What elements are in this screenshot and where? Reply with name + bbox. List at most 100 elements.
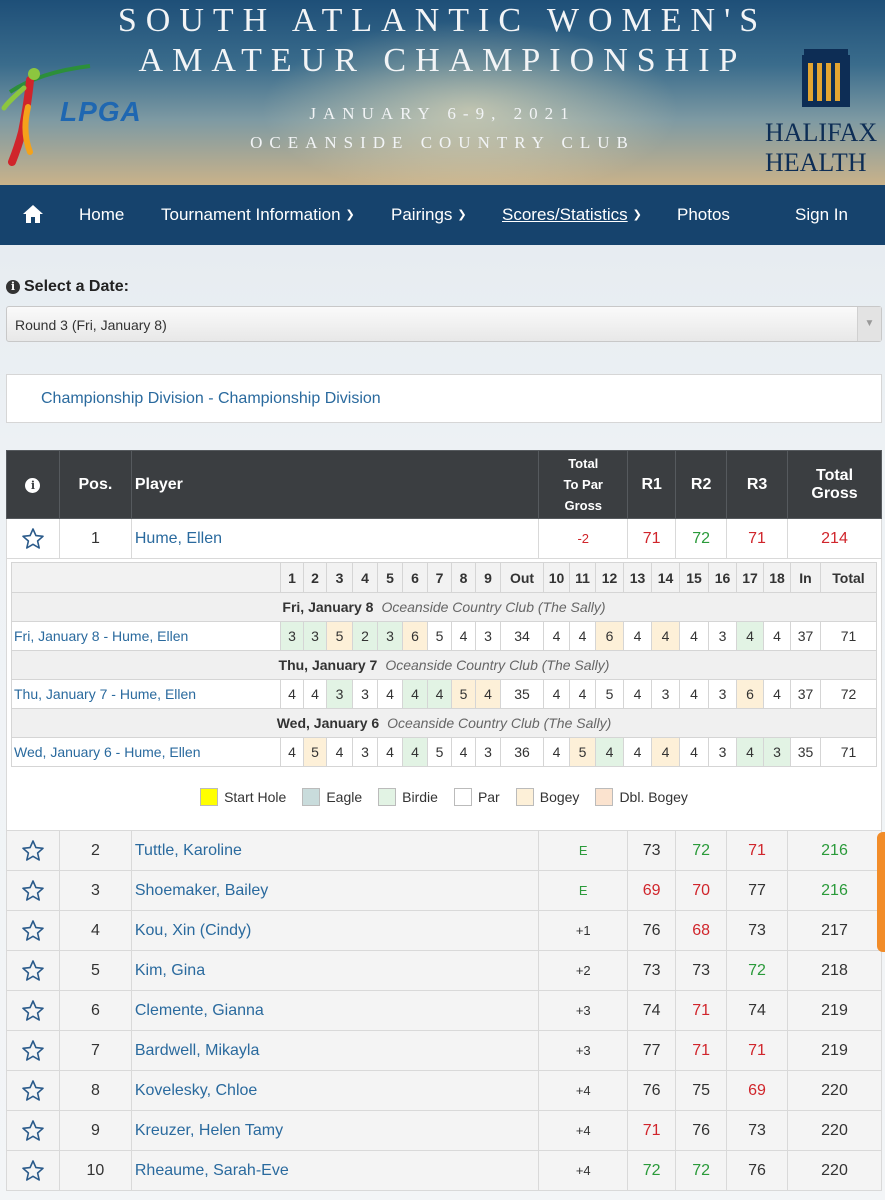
favorite-star-icon[interactable] [21, 839, 45, 863]
favorite-star-icon[interactable] [21, 879, 45, 903]
player-name-link[interactable]: Kovelesky, Chloe [130, 1070, 540, 1111]
hole-number: 5 [377, 562, 403, 593]
halifax-logo-text: HALIFAX HEALTH [765, 118, 885, 178]
header-banner: SOUTH ATLANTIC WOMEN'S AMATEUR CHAMPIONS… [0, 0, 885, 185]
leaderboard-row[interactable]: 1 Hume, Ellen -2 71 72 71 214 [6, 518, 882, 559]
halifax-logo-line2: HEALTH [765, 148, 867, 177]
total-header-line2: Gross [811, 484, 858, 502]
to-par-value: +3 [575, 1042, 591, 1058]
nav-sign-in[interactable]: Sign In [795, 205, 848, 225]
hole-number: 1 [280, 562, 304, 593]
favorite-star-icon[interactable] [21, 1119, 45, 1143]
player-name-link[interactable]: Tuttle, Karoline [130, 830, 540, 871]
player-name-link[interactable]: Kim, Gina [130, 950, 540, 991]
hole-score: 3 [352, 737, 378, 767]
favorite-star-icon[interactable] [21, 1079, 45, 1103]
nav-tournament-information[interactable]: Tournament Information ❯ [161, 205, 355, 225]
out-header: Out [500, 562, 544, 593]
home-icon[interactable] [22, 203, 44, 225]
legend-item: Start Hole [200, 788, 286, 806]
to-par-cell: +1 [538, 910, 629, 951]
round3-score: 71 [726, 830, 789, 871]
hole-score: 3 [352, 679, 378, 709]
favorite-star-icon[interactable] [21, 999, 45, 1023]
topar-header-line1: Total [568, 456, 599, 471]
topar-header-line2: To Par [563, 477, 604, 492]
leaderboard-row[interactable]: 10 Rheaume, Sarah-Eve +4 72 72 76 220 [6, 1150, 882, 1191]
hole-number: 18 [763, 562, 791, 593]
round1-score: 76 [627, 1070, 677, 1111]
r3-column-header: R3 [726, 450, 789, 519]
lpga-logo-icon [1, 64, 91, 166]
leaderboard-row[interactable]: 8 Kovelesky, Chloe +4 76 75 69 220 [6, 1070, 882, 1111]
leaderboard-row[interactable]: 9 Kreuzer, Helen Tamy +4 71 76 73 220 [6, 1110, 882, 1151]
division-link[interactable]: Championship Division - Championship Div… [41, 390, 381, 407]
hole-score: 4 [402, 679, 428, 709]
round-total-score: 72 [820, 679, 877, 709]
hole-score: 4 [679, 679, 709, 709]
round3-score: 77 [726, 870, 789, 911]
hole-number: 17 [736, 562, 764, 593]
leaderboard-row[interactable]: 5 Kim, Gina +2 73 73 72 218 [6, 950, 882, 991]
total-gross-score: 216 [787, 870, 882, 911]
hole-score: 5 [303, 737, 327, 767]
nav-pairings-label: Pairings [391, 205, 453, 224]
feedback-side-tab[interactable] [877, 832, 885, 952]
round-score-row: Wed, January 6 - Hume, Ellen 4 5 4 3 4 4 5 4 3 36 4… [11, 737, 877, 767]
date-select[interactable]: Round 3 (Fri, January 8) ▼ [6, 306, 882, 342]
player-name-link[interactable]: Bardwell, Mikayla [130, 1030, 540, 1071]
position-cell: 4 [58, 910, 132, 951]
round3-score: 71 [726, 1030, 789, 1071]
round-date: Wed, January 6 [276, 715, 380, 731]
to-par-cell: +3 [538, 990, 629, 1031]
favorite-star-icon[interactable] [21, 1159, 45, 1183]
to-par-value: E [578, 882, 588, 898]
round-score-link[interactable]: Thu, January 7 - Hume, Ellen [11, 679, 281, 709]
player-name-link[interactable]: Kou, Xin (Cindy) [130, 910, 540, 951]
leaderboard-row[interactable]: 6 Clemente, Gianna +3 74 71 74 219 [6, 990, 882, 1031]
player-name-link[interactable]: Hume, Ellen [130, 518, 540, 559]
nav-scores-statistics[interactable]: Scores/Statistics ❯ [502, 205, 642, 225]
player-name-link[interactable]: Rheaume, Sarah-Eve [130, 1150, 540, 1191]
nav-photos[interactable]: Photos [677, 205, 730, 225]
round-score-link[interactable]: Fri, January 8 - Hume, Ellen [11, 621, 281, 651]
favorite-cell [6, 1150, 60, 1191]
favorite-star-icon[interactable] [21, 959, 45, 983]
player-name-link[interactable]: Kreuzer, Helen Tamy [130, 1110, 540, 1151]
favorite-star-icon[interactable] [21, 919, 45, 943]
leaderboard-row[interactable]: 7 Bardwell, Mikayla +3 77 71 71 219 [6, 1030, 882, 1071]
favorite-star-icon[interactable] [21, 527, 45, 551]
position-cell: 2 [58, 830, 132, 871]
round1-score: 72 [627, 1150, 677, 1191]
round-date-cell: Fri, January 8 Oceanside Country Club (Th… [11, 592, 877, 622]
total-gross-score: 218 [787, 950, 882, 991]
score-legend: Start Hole Eagle Birdie Par Bogey Dbl. Bogey [10, 767, 878, 827]
player-name-link[interactable]: Shoemaker, Bailey [130, 870, 540, 911]
hole-score: 4 [736, 737, 764, 767]
leaderboard-row[interactable]: 3 Shoemaker, Bailey E 69 70 77 216 [6, 870, 882, 911]
leaderboard-row[interactable]: 4 Kou, Xin (Cindy) +1 76 68 73 217 [6, 910, 882, 951]
hole-score: 5 [451, 679, 476, 709]
leaderboard-row[interactable]: 2 Tuttle, Karoline E 73 72 71 216 [6, 830, 882, 871]
hole-score: 4 [543, 621, 570, 651]
round1-score: 73 [627, 830, 677, 871]
legend-label: Start Hole [224, 789, 287, 805]
round-score-link[interactable]: Wed, January 6 - Hume, Ellen [11, 737, 281, 767]
favorite-star-icon[interactable] [21, 1039, 45, 1063]
round-date: Thu, January 7 [278, 657, 378, 673]
select-date-label: i Select a Date: [6, 278, 129, 296]
hole-number: 16 [708, 562, 737, 593]
scorecard-table: 1 2 3 4 5 6 7 8 9 Out 10 11 12 13 14 15 16 17 18 In Total Fri… [11, 562, 877, 767]
nav-home[interactable]: Home [79, 205, 124, 225]
hole-score: 3 [763, 737, 791, 767]
player-detail-row: 1 2 3 4 5 6 7 8 9 Out 10 11 12 13 14 15 16 17 18 In Total Fri… [6, 558, 882, 831]
round3-score: 71 [726, 518, 789, 559]
nav-home-label: Home [79, 205, 125, 224]
info-column-header: i [6, 450, 60, 519]
round1-score: 71 [627, 518, 677, 559]
hole-number: 15 [679, 562, 709, 593]
player-name-link[interactable]: Clemente, Gianna [130, 990, 540, 1031]
halifax-health-logo-icon [802, 49, 850, 107]
hole-number: 4 [352, 562, 378, 593]
nav-pairings[interactable]: Pairings ❯ [391, 205, 467, 225]
